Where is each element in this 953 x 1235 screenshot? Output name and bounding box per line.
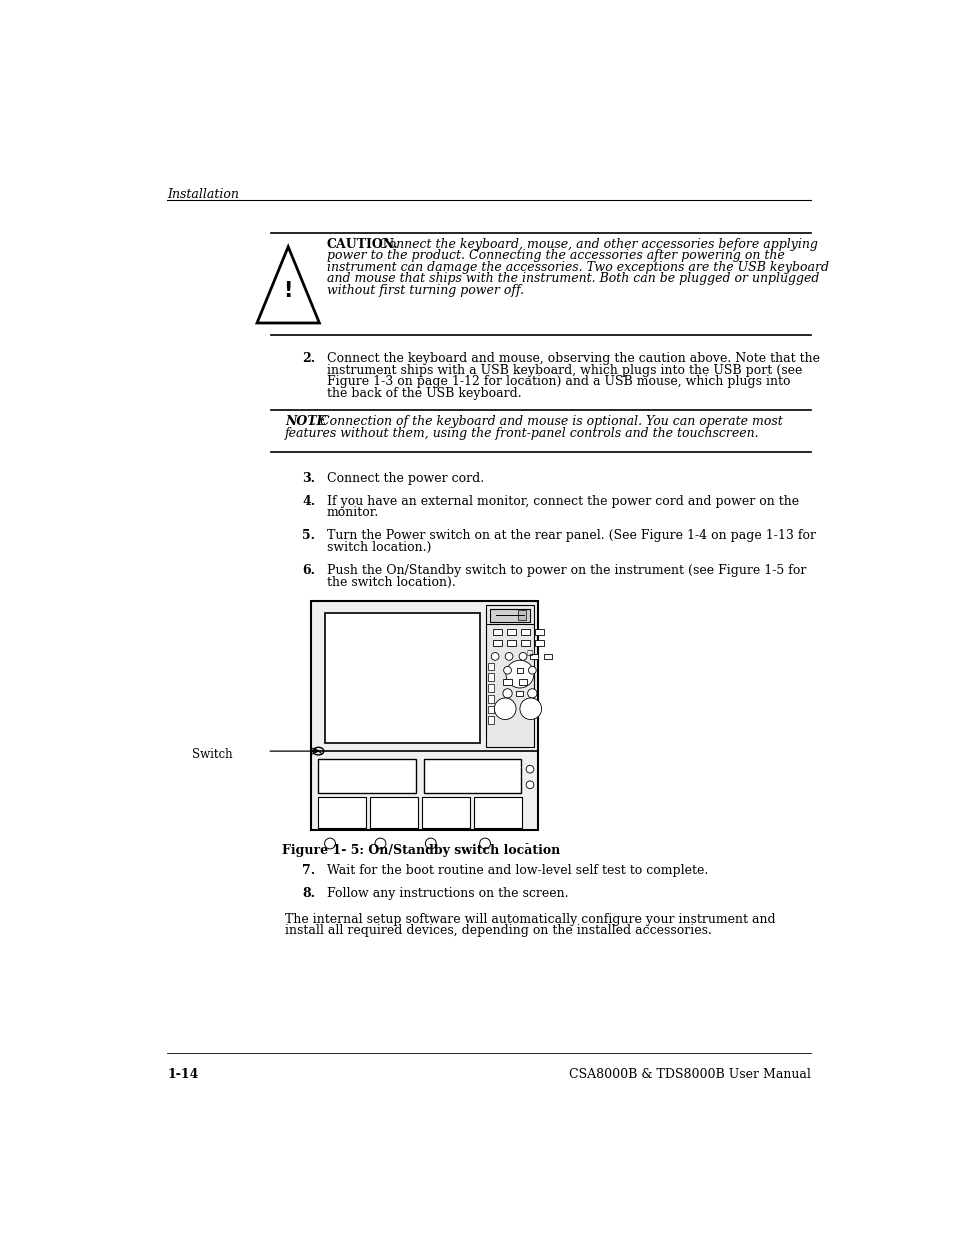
Bar: [488, 662, 494, 671]
Text: Switch: Switch: [192, 748, 233, 762]
Text: 1-14: 1-14: [167, 1068, 198, 1082]
Text: and mouse that ships with the instrument. Both can be plugged or unplugged: and mouse that ships with the instrument…: [327, 272, 819, 285]
Text: !: !: [283, 282, 293, 301]
Bar: [311, 601, 537, 830]
Text: switch location.): switch location.): [327, 541, 431, 555]
Bar: [534, 640, 543, 646]
Bar: [506, 640, 516, 646]
Bar: [520, 629, 530, 635]
Text: without first turning power off.: without first turning power off.: [327, 284, 523, 296]
Circle shape: [505, 652, 513, 661]
Bar: [488, 716, 494, 724]
Text: NOTE: NOTE: [285, 415, 326, 429]
Text: the switch location).: the switch location).: [327, 576, 456, 589]
Text: 5.: 5.: [302, 530, 314, 542]
Text: Push the On/Standby switch to power on the instrument (see Figure 1-5 for: Push the On/Standby switch to power on t…: [327, 564, 805, 577]
Text: instrument can damage the accessories. Two exceptions are the USB keyboard: instrument can damage the accessories. T…: [327, 261, 828, 274]
Bar: [502, 679, 512, 685]
Bar: [488, 684, 494, 692]
Text: power to the product. Connecting the accessories after powering on the: power to the product. Connecting the acc…: [327, 249, 784, 262]
Bar: [517, 610, 525, 620]
Text: 6.: 6.: [302, 564, 314, 577]
Bar: [474, 798, 521, 829]
Bar: [318, 758, 416, 793]
Bar: [489, 609, 530, 621]
Text: 7.: 7.: [302, 864, 314, 877]
Circle shape: [324, 839, 335, 848]
Bar: [506, 629, 516, 635]
Circle shape: [494, 698, 516, 720]
Text: □: □: [525, 650, 532, 656]
Bar: [517, 668, 522, 673]
Circle shape: [519, 698, 541, 720]
Circle shape: [491, 652, 498, 661]
Bar: [370, 798, 418, 829]
Text: monitor.: monitor.: [327, 506, 378, 519]
Text: CAUTION.: CAUTION.: [327, 237, 398, 251]
Ellipse shape: [313, 747, 323, 755]
Circle shape: [505, 661, 534, 688]
Bar: [516, 692, 523, 695]
Circle shape: [479, 839, 490, 848]
Bar: [422, 798, 470, 829]
Circle shape: [528, 667, 536, 674]
Bar: [488, 705, 494, 714]
Text: Installation: Installation: [167, 188, 239, 201]
Text: If you have an external monitor, connect the power cord and power on the: If you have an external monitor, connect…: [327, 495, 799, 508]
Bar: [543, 653, 551, 659]
Circle shape: [503, 667, 511, 674]
Bar: [485, 605, 534, 747]
Text: Turn the Power switch on at the rear panel. (See Figure 1-4 on page 1-13 for: Turn the Power switch on at the rear pan…: [327, 530, 815, 542]
Circle shape: [525, 781, 534, 789]
Text: Wait for the boot routine and low-level self test to complete.: Wait for the boot routine and low-level …: [327, 864, 707, 877]
Text: Connect the power cord.: Connect the power cord.: [327, 472, 483, 484]
Circle shape: [525, 766, 534, 773]
Text: 3.: 3.: [302, 472, 314, 484]
Circle shape: [527, 689, 537, 698]
Bar: [488, 673, 494, 680]
Text: 2.: 2.: [302, 352, 314, 366]
Bar: [324, 613, 479, 743]
Text: 8.: 8.: [302, 888, 314, 900]
Text: CSA8000B & TDS8000B User Manual: CSA8000B & TDS8000B User Manual: [568, 1068, 810, 1082]
Bar: [530, 653, 537, 659]
Text: Follow any instructions on the screen.: Follow any instructions on the screen.: [327, 888, 568, 900]
Circle shape: [425, 839, 436, 848]
Circle shape: [375, 839, 385, 848]
Bar: [488, 695, 494, 703]
Text: Connect the keyboard and mouse, observing the caution above. Note that the: Connect the keyboard and mouse, observin…: [327, 352, 819, 366]
Text: 4.: 4.: [302, 495, 314, 508]
Circle shape: [518, 652, 526, 661]
Circle shape: [502, 689, 512, 698]
Bar: [318, 798, 366, 829]
Bar: [493, 640, 501, 646]
Bar: [493, 629, 501, 635]
Text: instrument ships with a USB keyboard, which plugs into the USB port (see: instrument ships with a USB keyboard, wh…: [327, 364, 801, 377]
Text: the back of the USB keyboard.: the back of the USB keyboard.: [327, 387, 521, 400]
Bar: [520, 640, 530, 646]
Text: Connect the keyboard, mouse, and other accessories before applying: Connect the keyboard, mouse, and other a…: [375, 237, 817, 251]
Text: . Connection of the keyboard and mouse is optional. You can operate most: . Connection of the keyboard and mouse i…: [312, 415, 782, 429]
Bar: [518, 679, 526, 684]
Text: Figure 1-3 on page 1-12 for location) and a USB mouse, which plugs into: Figure 1-3 on page 1-12 for location) an…: [327, 375, 790, 388]
Text: -: -: [523, 839, 528, 848]
Bar: [423, 758, 521, 793]
Text: features without them, using the front-panel controls and the touchscreen.: features without them, using the front-p…: [285, 427, 759, 440]
Text: install all required devices, depending on the installed accessories.: install all required devices, depending …: [285, 924, 711, 937]
Text: The internal setup software will automatically configure your instrument and: The internal setup software will automat…: [285, 913, 775, 926]
Text: Figure 1- 5: On/Standby switch location: Figure 1- 5: On/Standby switch location: [282, 844, 560, 857]
Bar: [534, 629, 543, 635]
